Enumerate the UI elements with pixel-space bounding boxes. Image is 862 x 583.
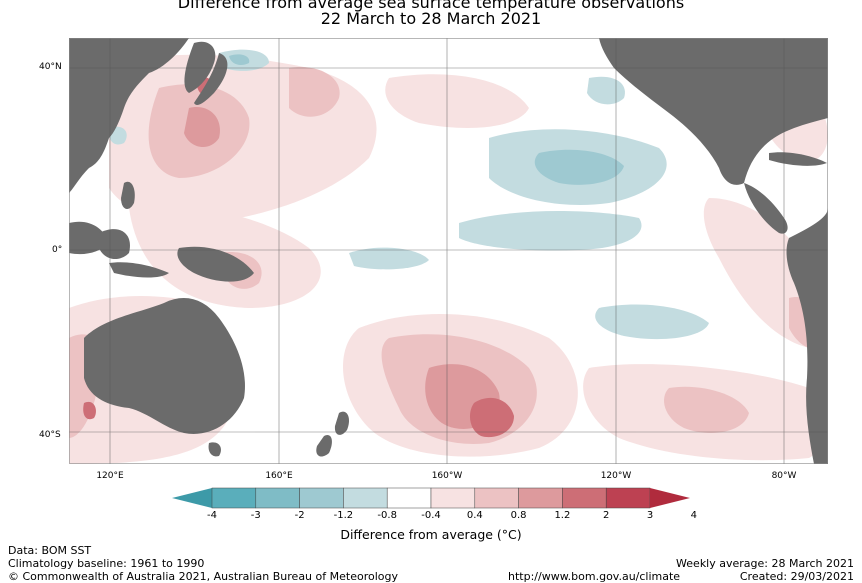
colorbar-tick-label: 4: [690, 510, 697, 521]
lat-label-equator: 0°: [52, 245, 63, 255]
colorbar-segment: [386, 487, 432, 509]
colorbar-tick-label: -0.8: [377, 510, 397, 521]
tasmania-land: [208, 442, 221, 457]
colorbar-segment: [562, 487, 607, 509]
borneo-land: [99, 229, 130, 260]
colorbar-tick-label: -3: [250, 510, 261, 521]
japan-land: [194, 53, 228, 105]
colorbar-tick-label: -1.2: [333, 510, 354, 521]
lon-label-80w: 80°W: [771, 471, 797, 481]
new-zealand-land: [334, 411, 350, 435]
lon-label-160e: 160°E: [265, 471, 293, 481]
colorbar-high-arrow: [650, 488, 690, 508]
lon-label-120w: 120°W: [600, 471, 632, 481]
colorbar-segment: [474, 487, 519, 509]
lat-label-40n: 40°N: [39, 62, 62, 72]
colorbar-segment: [299, 487, 344, 509]
colorbar-segment: [605, 487, 651, 509]
korea-japan-land: [184, 41, 216, 93]
colorbar-segment: [518, 487, 563, 509]
philippines-land: [121, 181, 135, 210]
created-date: Created: 29/03/2021: [739, 570, 854, 583]
colorbar-tick-label: 3: [646, 510, 654, 521]
colorbar-tick-label: 1.2: [554, 510, 571, 521]
sst-anomaly-map: [69, 38, 828, 464]
climatology-baseline: Climatology baseline: 1961 to 1990: [8, 557, 205, 570]
colorbar-tick-label: -4: [207, 510, 217, 521]
colorbar-tick-label: -0.4: [421, 510, 441, 521]
lon-label-120e: 120°E: [96, 471, 124, 481]
graticule: [69, 38, 828, 464]
weekly-average: Weekly average: 28 March 2021: [676, 557, 854, 570]
colorbar-tick-label: 0.8: [510, 510, 527, 521]
colorbar-segment: [343, 487, 388, 509]
asia-landmass: [69, 38, 189, 193]
colorbar-tick-label: 0.4: [466, 510, 483, 521]
colorbar-label: Difference from average (°C): [340, 527, 522, 542]
lon-label-160w: 160°W: [431, 471, 463, 481]
source-url[interactable]: http://www.bom.gov.au/climate: [508, 570, 681, 583]
lat-label-40s: 40°S: [39, 430, 61, 440]
land-masses: [69, 38, 828, 464]
data-source: Data: BOM SST: [8, 544, 92, 557]
map-title: Difference from average sea surface temp…: [177, 0, 685, 12]
copyright: © Commonwealth of Australia 2021, Austra…: [8, 570, 398, 583]
cuba-land: [769, 152, 827, 166]
central-america-land: [744, 183, 788, 234]
map-date-range: 22 March to 28 March 2021: [320, 9, 542, 28]
north-america-land: [599, 38, 828, 185]
south-america-land: [786, 208, 828, 464]
colorbar: [172, 487, 690, 509]
colorbar-segment: [211, 487, 257, 509]
australia-land: [84, 298, 245, 434]
colorbar-tick-label: 2: [603, 510, 610, 521]
colorbar-segment: [255, 487, 300, 509]
colorbar-segment: [430, 487, 476, 509]
colorbar-low-arrow: [172, 488, 212, 508]
indonesia-islands: [109, 262, 169, 278]
new-zealand-south-land: [316, 434, 332, 457]
colorbar-tick-label: -2: [294, 510, 305, 521]
new-guinea-land: [177, 246, 254, 282]
